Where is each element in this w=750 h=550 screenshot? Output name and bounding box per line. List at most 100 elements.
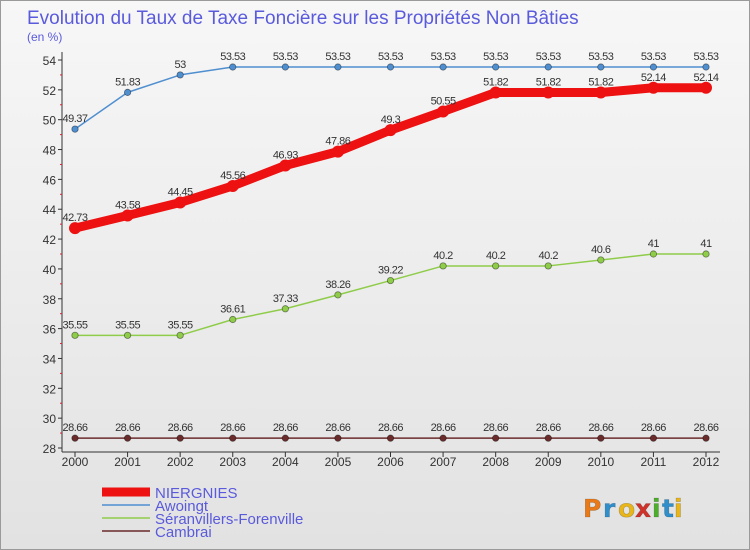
data-point bbox=[649, 250, 658, 258]
data-label: 35.55 bbox=[168, 319, 193, 331]
data-point bbox=[542, 86, 555, 99]
x-tick-label: 2011 bbox=[641, 455, 667, 469]
y-tick-label: 54 bbox=[43, 54, 57, 68]
data-label: 28.66 bbox=[220, 422, 245, 434]
y-tick-label: 32 bbox=[43, 382, 57, 396]
y-tick-label: 34 bbox=[43, 352, 57, 366]
data-point bbox=[71, 434, 79, 442]
data-point bbox=[71, 331, 79, 339]
x-tick-label: 2010 bbox=[587, 455, 614, 469]
x-tick-label: 2004 bbox=[272, 455, 299, 469]
data-point bbox=[176, 434, 184, 442]
legend-label: Cambrai bbox=[155, 524, 212, 541]
data-point bbox=[439, 434, 447, 442]
data-point bbox=[702, 434, 710, 442]
data-label: 53.53 bbox=[273, 51, 298, 63]
data-label: 28.66 bbox=[483, 422, 508, 434]
data-label: 49.37 bbox=[62, 113, 87, 125]
data-point bbox=[123, 88, 132, 96]
data-label: 51.82 bbox=[536, 77, 561, 89]
data-point bbox=[386, 276, 395, 285]
data-point bbox=[597, 256, 605, 264]
y-tick-label: 52 bbox=[43, 84, 57, 98]
data-label: 28.66 bbox=[378, 422, 403, 434]
data-label: 28.66 bbox=[693, 422, 718, 434]
data-point bbox=[594, 86, 607, 99]
x-tick-label: 2009 bbox=[535, 455, 562, 469]
data-label: 49.3 bbox=[381, 114, 401, 126]
data-point bbox=[281, 305, 289, 313]
data-label: 28.66 bbox=[62, 422, 87, 434]
data-point bbox=[174, 196, 187, 209]
data-label: 35.55 bbox=[62, 319, 87, 331]
data-point bbox=[700, 81, 712, 94]
data-point bbox=[71, 125, 79, 133]
chart-subtitle: (en %) bbox=[27, 30, 62, 44]
chart-title: Evolution du Taux de Taxe Foncière sur l… bbox=[27, 8, 579, 29]
data-point bbox=[544, 434, 552, 442]
data-label: 40.6 bbox=[591, 244, 611, 256]
data-point bbox=[121, 209, 134, 222]
data-point bbox=[69, 222, 81, 235]
x-tick-label: 2005 bbox=[325, 455, 352, 469]
data-label: 53.53 bbox=[693, 51, 718, 63]
data-label: 53.53 bbox=[378, 51, 403, 63]
data-label: 42.73 bbox=[62, 212, 87, 224]
logo-letter: o bbox=[618, 494, 635, 523]
data-label: 28.66 bbox=[273, 422, 298, 434]
x-tick-label: 2008 bbox=[482, 455, 509, 469]
y-tick-label: 30 bbox=[43, 412, 57, 426]
data-label: 44.45 bbox=[168, 187, 193, 199]
data-point bbox=[176, 331, 184, 339]
data-label: 46.93 bbox=[273, 150, 298, 162]
data-label: 53.53 bbox=[588, 51, 613, 63]
data-point bbox=[334, 434, 342, 442]
series-line bbox=[70, 83, 711, 233]
y-tick-label: 38 bbox=[43, 293, 57, 307]
data-labels-s-ranvillers-forenville: 35.55 35.55 35.55 36.61 37.33 38.26 39.22 40.2 4… bbox=[62, 238, 712, 331]
data-point bbox=[229, 315, 237, 324]
data-label: 37.33 bbox=[273, 293, 298, 305]
data-label: 40.2 bbox=[433, 250, 453, 262]
logo-letter: P bbox=[583, 494, 601, 523]
data-label: 53.53 bbox=[431, 51, 456, 63]
y-tick-label: 46 bbox=[43, 173, 57, 187]
data-label: 47.86 bbox=[325, 136, 350, 148]
legend: NIERGNIESAwoingtSéranvillers-ForenvilleC… bbox=[102, 485, 303, 541]
data-point bbox=[334, 291, 342, 299]
data-point bbox=[384, 124, 397, 137]
data-label: 53.53 bbox=[220, 51, 245, 63]
data-label: 28.66 bbox=[431, 422, 456, 434]
data-point bbox=[492, 434, 500, 442]
data-label: 43.58 bbox=[115, 199, 140, 211]
data-label: 51.82 bbox=[588, 77, 613, 89]
data-point bbox=[544, 63, 552, 71]
axes bbox=[58, 52, 720, 457]
data-label: 45.56 bbox=[220, 170, 245, 182]
data-point bbox=[597, 63, 605, 71]
x-tick-label: 2012 bbox=[693, 455, 720, 469]
data-label: 39.22 bbox=[378, 265, 403, 277]
data-point bbox=[544, 262, 552, 270]
legend-label: Awoingt bbox=[155, 498, 209, 515]
data-label: 41 bbox=[700, 238, 712, 250]
data-label: 28.66 bbox=[641, 422, 666, 434]
data-point bbox=[281, 434, 289, 442]
data-point bbox=[649, 434, 658, 442]
data-point bbox=[123, 331, 132, 339]
x-tick-label: 2003 bbox=[219, 455, 246, 469]
x-tick-label: 2001 bbox=[114, 455, 141, 469]
y-tick-label: 50 bbox=[43, 114, 57, 128]
data-labels-awoingt: 49.37 51.83 53 53.53 53.53 53.53 53.53 53.53 53.… bbox=[62, 51, 719, 125]
data-point bbox=[229, 434, 237, 442]
data-point bbox=[176, 71, 184, 79]
series-niergnies bbox=[69, 81, 712, 235]
y-tick-label: 42 bbox=[43, 233, 57, 247]
data-point bbox=[334, 63, 342, 71]
y-tick-label: 28 bbox=[43, 442, 57, 456]
data-point bbox=[386, 434, 395, 442]
logo-letter: x bbox=[635, 494, 651, 523]
series-s-ranvillers-forenville bbox=[71, 250, 710, 339]
data-point bbox=[647, 81, 660, 94]
